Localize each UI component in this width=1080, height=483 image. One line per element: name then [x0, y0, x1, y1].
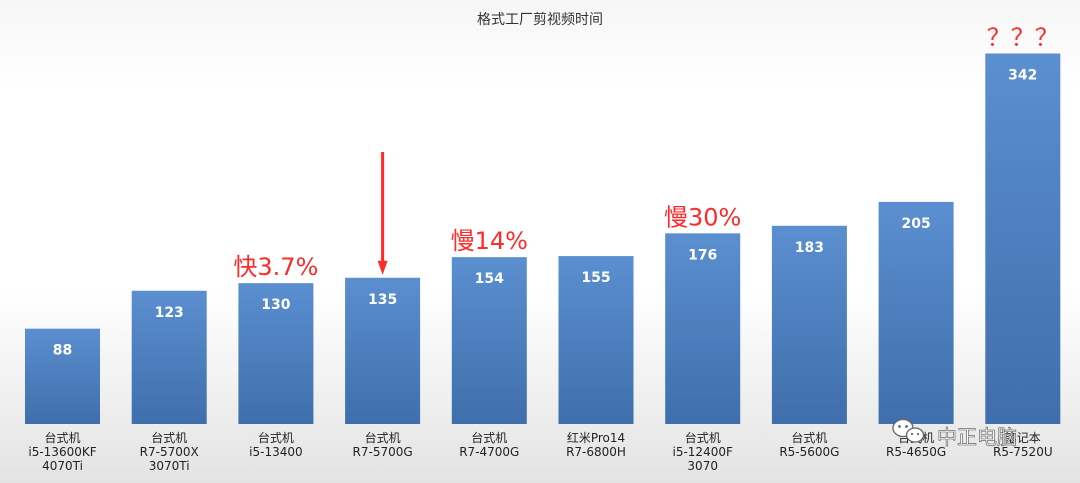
category-label: 笔记本	[1005, 430, 1041, 445]
category-label: R7-4700G	[459, 445, 519, 459]
value-label: 342	[1008, 68, 1037, 84]
value-label: 183	[795, 240, 824, 256]
bar	[131, 290, 207, 424]
category-label: R5-4650G	[886, 445, 946, 459]
annotation-label: 快3.7%	[233, 253, 318, 281]
bar	[451, 257, 527, 424]
chart-title: 格式工厂剪视频时间	[477, 12, 603, 28]
bar	[985, 53, 1061, 424]
annotations-layer: 快3.7% 慢14% 慢30% ？？？	[233, 24, 1058, 282]
category-label: R5-7520U	[993, 445, 1053, 459]
wechat-icon	[892, 418, 925, 443]
bar	[558, 256, 634, 424]
category-label: 台式机	[365, 430, 401, 445]
bar	[25, 328, 100, 424]
category-label: R7-5700G	[353, 445, 413, 459]
bar	[878, 201, 954, 424]
watermark: 中正电脑	[892, 418, 1017, 449]
value-label: 135	[368, 292, 397, 308]
bar	[345, 277, 421, 424]
bar	[665, 233, 741, 424]
annotation-label: 慢30%	[664, 203, 741, 231]
category-label: 4070Ti	[42, 459, 83, 473]
category-label: R7-5700X	[140, 445, 199, 459]
category-label: i5-12400F	[673, 445, 733, 459]
category-label: 台式机	[258, 430, 294, 445]
value-label: 205	[901, 216, 930, 232]
category-label: 3070	[687, 459, 718, 473]
value-label: 176	[688, 247, 717, 263]
category-label: R7-6800H	[566, 445, 626, 459]
category-label: 台式机	[685, 430, 721, 445]
bar	[771, 225, 847, 424]
value-label: 123	[155, 305, 184, 321]
value-label: 130	[261, 297, 290, 313]
annotation-label: 慢14%	[451, 227, 528, 255]
category-label: 台式机	[791, 430, 827, 445]
value-labels-layer: 88 123 130 135 154 155 176 183 205 342	[53, 68, 1038, 359]
bar	[238, 283, 314, 424]
category-label: 台式机	[471, 430, 507, 445]
down-arrow-icon	[377, 152, 388, 275]
category-label: 台式机	[44, 430, 80, 445]
category-label: 红米Pro14	[567, 430, 625, 445]
watermark-text: 中正电脑	[937, 425, 1017, 449]
value-label: 88	[53, 343, 72, 359]
category-label: i5-13400	[249, 445, 302, 459]
value-label: 155	[581, 270, 610, 286]
annotation-label: ？？？	[987, 24, 1059, 52]
bars-layer	[25, 53, 1061, 424]
category-label: R5-5600G	[779, 445, 839, 459]
category-labels-layer: 台式机i5-13600KF4070Ti台式机R7-5700X3070Ti台式机i…	[28, 430, 1052, 473]
category-label: 台式机	[151, 430, 187, 445]
value-label: 154	[475, 271, 504, 287]
category-label: i5-13600KF	[28, 445, 96, 459]
category-label: 3070Ti	[149, 459, 190, 473]
